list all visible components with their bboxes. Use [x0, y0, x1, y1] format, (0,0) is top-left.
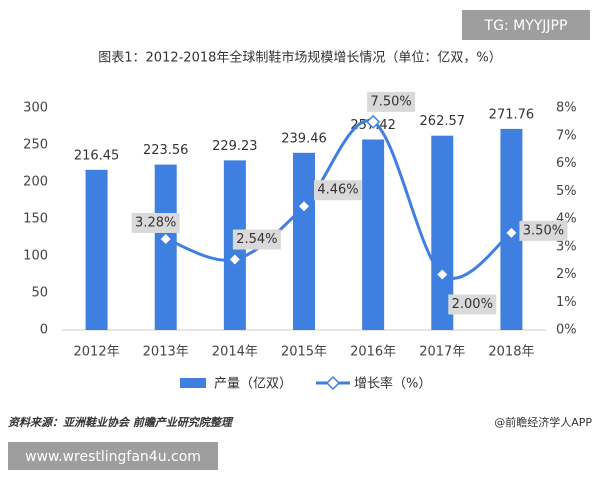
legend-label: 增长率（%）: [354, 376, 431, 392]
line-label-box: [314, 180, 362, 201]
bar: [293, 152, 315, 330]
y-tick-label: 50: [31, 286, 48, 301]
bar: [431, 135, 454, 330]
bar-value-label: 229.23: [212, 139, 258, 154]
y2-tick-label: 2%: [556, 267, 577, 282]
x-tick-label: 2014年: [212, 345, 258, 360]
line-label-box: [367, 91, 416, 112]
x-tick-label: 2018年: [488, 345, 534, 360]
bar-value-label: 239.46: [281, 131, 327, 146]
x-tick-label: 2012年: [74, 345, 120, 360]
y-tick-label: 150: [23, 212, 48, 227]
y-tick-label: 100: [23, 249, 48, 264]
source: 资料来源：亚洲鞋业协会 前瞻产业研究院整理: [8, 416, 234, 429]
y2-tick-label: 3%: [556, 239, 577, 254]
x-tick-label: 2015年: [281, 345, 327, 360]
bar-value-label: 216.45: [74, 148, 120, 163]
y-tick-label: 0: [40, 323, 48, 338]
bar-value-label: 262.57: [420, 114, 466, 129]
bar: [362, 139, 385, 330]
y2-tick-label: 0%: [556, 323, 577, 338]
growth-marker: [435, 267, 450, 282]
line-label-box: [232, 229, 281, 250]
credit: @前瞻经济学人APP: [494, 415, 592, 429]
x-tick-label: 2013年: [143, 345, 189, 360]
y2-tick-label: 1%: [556, 295, 577, 310]
bar-value-label: 271.76: [489, 107, 535, 122]
website-text: www.wrestlingfan4u.com: [25, 449, 201, 465]
bar: [85, 169, 108, 330]
legend-swatch: [180, 378, 206, 388]
x-tick-label: 2016年: [350, 345, 396, 360]
line-value-label: 2.00%: [452, 297, 493, 312]
line-label-box: [448, 294, 497, 315]
y-tick-label: 200: [23, 175, 48, 190]
legend-label: 产量（亿双）: [214, 377, 292, 392]
y2-tick-label: 5%: [556, 184, 577, 199]
growth-marker: [158, 231, 173, 247]
line-value-label: 4.46%: [317, 183, 358, 198]
growth-marker: [227, 252, 242, 267]
growth-marker: [504, 225, 519, 240]
bar-value-label: 223.56: [143, 143, 189, 158]
legend-marker: [325, 375, 341, 391]
y2-tick-label: 7%: [556, 128, 577, 143]
tag-box: [462, 10, 590, 40]
bar: [154, 164, 177, 330]
y2-tick-label: 6%: [556, 156, 577, 171]
line-value-label: 2.54%: [236, 232, 277, 247]
tag-text: TG: MYYJJPP: [484, 18, 568, 34]
x-tick-label: 2017年: [419, 345, 465, 360]
y-tick-label: 250: [23, 138, 48, 153]
line-value-label: 3.28%: [135, 215, 176, 230]
website-box: [8, 442, 218, 470]
chart-title: 图表1：2012-2018年全球制鞋市场规模增长情况（单位：亿双，%）: [98, 50, 501, 66]
line-value-label: 7.50%: [370, 94, 411, 109]
y2-tick-label: 8%: [556, 101, 577, 116]
line-label-box: [519, 220, 568, 241]
y-tick-label: 300: [23, 101, 48, 116]
line-label-box: [131, 212, 180, 233]
growth-marker: [366, 114, 381, 129]
growth-marker: [296, 199, 312, 214]
line-value-label: 3.50%: [523, 223, 564, 238]
